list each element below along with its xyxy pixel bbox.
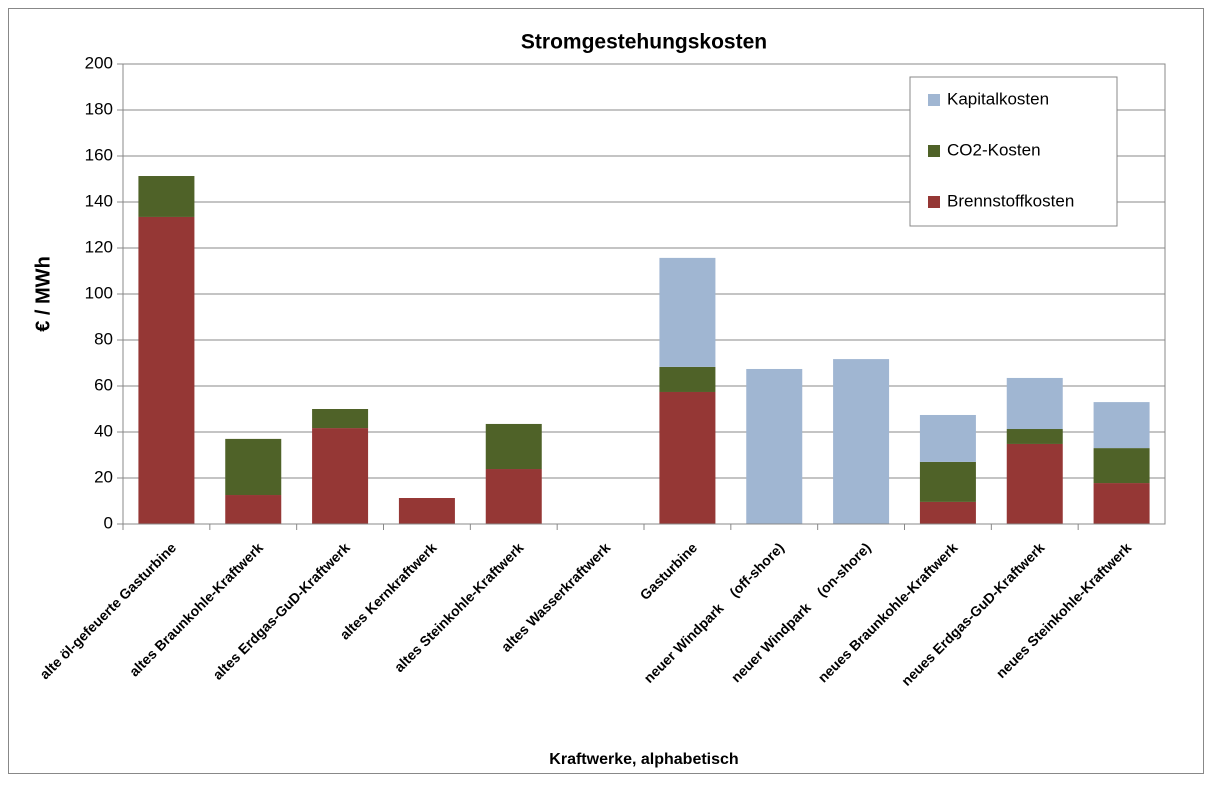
bar-segment [225, 495, 282, 524]
y-tick-label: 20 [94, 467, 113, 486]
bar-segment [919, 461, 976, 502]
bar-segment [919, 501, 976, 524]
bar-segment [833, 359, 890, 524]
legend-label: Brennstoffkosten [947, 191, 1074, 210]
bar-segment [312, 428, 369, 524]
bar-segment [1006, 443, 1063, 524]
y-tick-label: 80 [94, 329, 113, 348]
bar-segment [138, 216, 195, 524]
bar-segment [746, 368, 803, 524]
y-tick-label: 160 [85, 145, 113, 164]
chart-title: Stromgestehungskosten [521, 31, 767, 54]
y-tick-label: 180 [85, 99, 113, 118]
bar-segment [138, 176, 195, 217]
bar-segment [919, 414, 976, 462]
legend-box [909, 76, 1118, 227]
bar-segment [1093, 483, 1150, 524]
y-tick-label: 40 [94, 421, 113, 440]
bar-segment [398, 498, 455, 524]
bar-segment [312, 409, 369, 429]
bar-segment [659, 257, 716, 367]
bar-segment [1093, 402, 1150, 449]
y-tick-label: 100 [85, 283, 113, 302]
bar-segment [225, 438, 282, 496]
bar-segment [1006, 377, 1063, 430]
legend-label: Kapitalkosten [947, 89, 1049, 108]
bar-segment [485, 423, 542, 470]
bar-segment [659, 366, 716, 392]
x-axis-label: Kraftwerke, alphabetisch [549, 751, 738, 768]
y-tick-label: 140 [85, 191, 113, 210]
y-tick-label: 200 [85, 53, 113, 72]
y-tick-label: 120 [85, 237, 113, 256]
y-tick-label: 0 [104, 513, 113, 532]
legend-swatch [928, 196, 940, 208]
legend-label: CO2-Kosten [947, 140, 1041, 159]
y-tick-label: 60 [94, 375, 113, 394]
bar-segment [1006, 429, 1063, 444]
y-axis-label: € / MWh [32, 256, 54, 332]
bar-segment [659, 391, 716, 524]
bar-segment [1093, 448, 1150, 484]
legend-swatch [928, 94, 940, 106]
bar-segment [485, 469, 542, 524]
legend-swatch [928, 145, 940, 157]
